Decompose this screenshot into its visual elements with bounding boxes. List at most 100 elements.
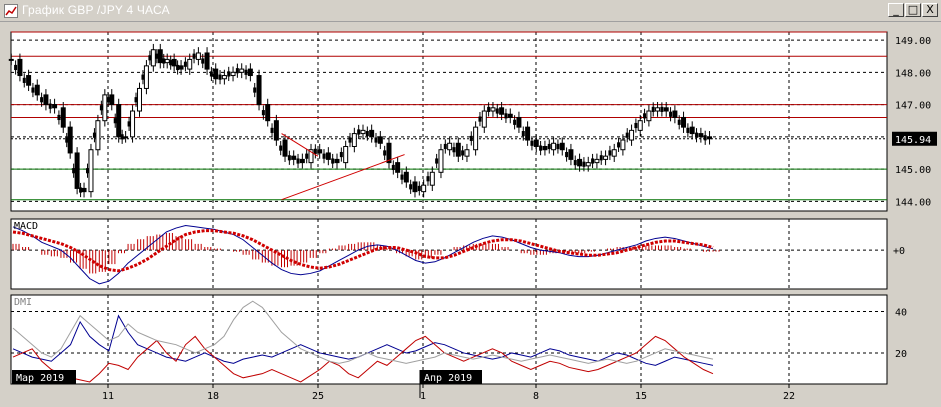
candle-body xyxy=(351,133,357,147)
candle-body xyxy=(171,58,177,67)
price-trendline xyxy=(281,133,405,201)
candle-body xyxy=(34,84,40,96)
candle-body xyxy=(464,149,470,157)
candle-body xyxy=(599,155,603,161)
candle-body xyxy=(438,149,444,173)
candle-body xyxy=(469,135,473,142)
candle-body xyxy=(525,126,531,141)
candle-body xyxy=(195,52,201,60)
candle-body xyxy=(516,116,522,128)
candle-body xyxy=(426,176,430,182)
dmi-tick-label: 40 xyxy=(895,308,907,319)
candle-body xyxy=(435,158,439,164)
candle-body xyxy=(591,158,595,164)
candle-body xyxy=(60,107,66,128)
candle-body xyxy=(162,58,166,64)
candle-body xyxy=(533,139,539,147)
candle-body xyxy=(157,49,163,64)
candle-body xyxy=(261,110,265,116)
candle-body xyxy=(343,145,349,164)
candle-body xyxy=(689,126,695,135)
month-label-box xyxy=(420,370,482,384)
candle-body xyxy=(539,145,543,151)
price-candles xyxy=(8,43,713,198)
x-tick-label: 1 xyxy=(420,391,426,402)
candle-body xyxy=(625,132,629,138)
candle-body xyxy=(331,158,335,164)
macd-axis: MACD +0 xyxy=(14,221,905,257)
candle-body xyxy=(646,110,652,122)
candle-body xyxy=(698,133,704,138)
candle-body xyxy=(617,142,621,148)
candle-body xyxy=(608,150,612,156)
candle-body xyxy=(143,65,149,89)
candle-body xyxy=(577,158,583,167)
candle-body xyxy=(672,110,678,118)
candle-body xyxy=(74,152,80,189)
candle-body xyxy=(507,113,513,118)
candle-body xyxy=(629,129,635,141)
candle-body xyxy=(651,106,655,112)
candle-body xyxy=(568,149,574,160)
candle-body xyxy=(291,155,297,160)
candle-body xyxy=(582,161,586,167)
candle-body xyxy=(447,142,453,151)
candle-body xyxy=(478,116,482,122)
candle-body xyxy=(573,160,577,166)
candle-body xyxy=(120,134,124,140)
title-bar[interactable]: График GBP /JPY 4 ЧАСА _ □ X xyxy=(0,0,941,22)
candle-body xyxy=(130,110,136,138)
candle-body xyxy=(192,53,196,59)
minimize-button[interactable]: _ xyxy=(888,3,904,17)
candle-body xyxy=(282,139,288,157)
candle-body xyxy=(227,71,231,77)
candle-body xyxy=(660,106,664,112)
candle-body xyxy=(81,187,87,193)
window-title: График GBP /JPY 4 ЧАСА xyxy=(22,3,170,17)
candle-body xyxy=(513,119,517,125)
price-tick-label: 144.00 xyxy=(895,197,931,208)
candle-body xyxy=(209,71,213,77)
candle-body xyxy=(106,97,110,103)
candle-body xyxy=(547,143,551,150)
close-button[interactable]: X xyxy=(922,3,938,17)
dmi-pane[interactable] xyxy=(10,294,888,385)
candle-body xyxy=(230,71,236,77)
candle-body xyxy=(31,87,35,93)
candle-body xyxy=(669,111,673,117)
price-pane[interactable] xyxy=(10,31,888,212)
candle-body xyxy=(148,55,152,61)
candle-body xyxy=(703,135,707,141)
candle-body xyxy=(270,127,274,133)
candle-body xyxy=(116,104,122,138)
candle-body xyxy=(663,107,669,112)
candle-body xyxy=(473,126,479,151)
candle-body xyxy=(221,75,227,80)
candle-body xyxy=(313,148,317,154)
dmi-adx-line xyxy=(12,300,714,364)
candle-body xyxy=(92,132,96,138)
candle-body xyxy=(102,94,108,122)
candle-body xyxy=(634,122,638,129)
candle-body xyxy=(377,136,383,144)
candle-body xyxy=(169,60,173,66)
candle-body xyxy=(443,143,447,150)
candle-body xyxy=(542,145,548,151)
candle-body xyxy=(565,151,569,158)
candle-body xyxy=(308,149,314,164)
candle-body xyxy=(677,119,681,125)
candle-body xyxy=(273,120,279,141)
candle-body xyxy=(681,116,687,128)
candle-body xyxy=(504,113,508,119)
candle-body xyxy=(247,68,253,77)
maximize-button[interactable]: □ xyxy=(905,3,921,17)
candle-body xyxy=(99,105,103,111)
trendline xyxy=(281,154,405,201)
candle-body xyxy=(455,142,461,157)
macd-pane[interactable] xyxy=(10,218,888,290)
candle-body xyxy=(43,94,49,106)
candle-body xyxy=(317,149,323,154)
price-tick-label: 148.00 xyxy=(895,68,931,79)
candle-body xyxy=(707,136,713,140)
